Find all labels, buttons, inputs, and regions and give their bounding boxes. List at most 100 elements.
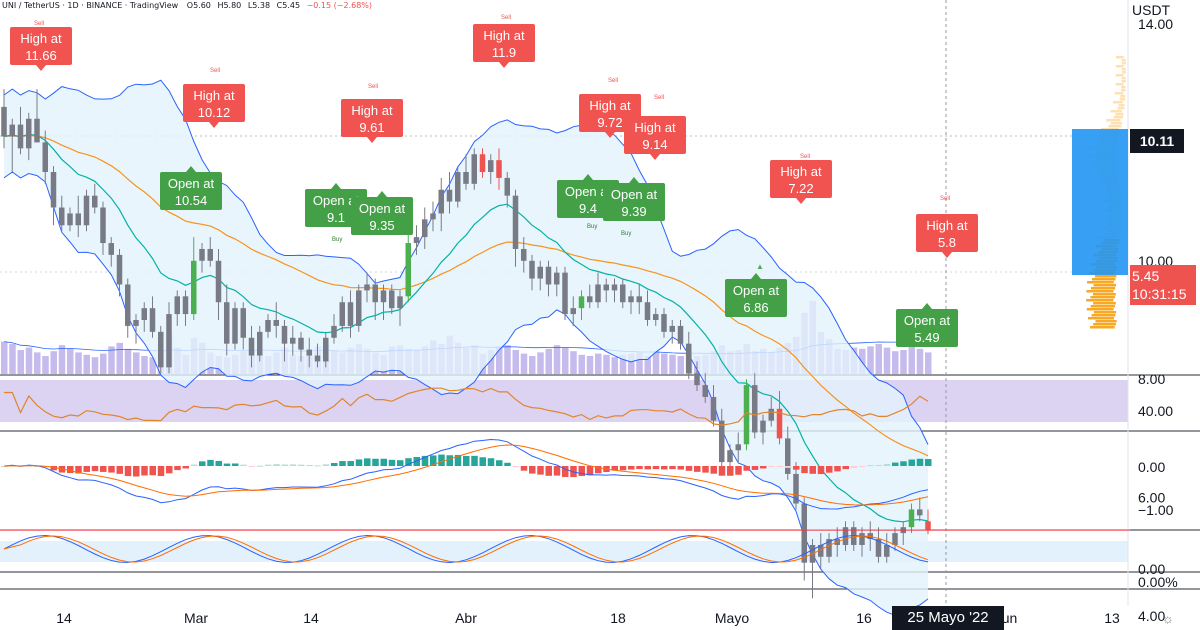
volume-bar: [1, 341, 8, 374]
volume-bar: [50, 351, 57, 374]
rsi-pane: [4, 387, 929, 426]
profile-bar-down: [1093, 293, 1116, 296]
candle-body: [727, 450, 733, 463]
symbol-exchange: BINANCE: [86, 1, 123, 10]
symbol-name: UNI / TetherUS: [2, 1, 60, 10]
stoch-tick-label: 0.00%: [1138, 574, 1178, 590]
volume-bar: [34, 352, 41, 374]
time-tick-label: Abr: [455, 610, 477, 626]
volume-bar: [496, 346, 503, 374]
time-tick-label: 16: [856, 610, 872, 626]
signal-label-pointer: [331, 183, 341, 189]
signal-label-value: 11.66: [25, 48, 57, 63]
profile-bar-down: [1093, 284, 1117, 287]
volume-bar: [900, 350, 907, 374]
macd-histogram-bar: [430, 455, 437, 466]
macd-histogram-bar: [504, 462, 511, 466]
macd-histogram-bar: [50, 466, 57, 471]
macd-histogram-bar: [669, 466, 676, 470]
buy-marker: Buy: [332, 237, 342, 243]
candle-body: [752, 385, 758, 433]
macd-histogram-bar: [859, 466, 866, 467]
volume-bar: [108, 346, 115, 374]
macd-histogram-bar: [190, 464, 198, 466]
ohlc-open: O5.60: [186, 1, 211, 10]
sell-marker: Sell: [368, 84, 378, 90]
macd-histogram-bar: [83, 466, 90, 472]
candle-body: [504, 177, 510, 196]
profile-bar-down: [1091, 314, 1116, 317]
candle-body: [356, 290, 362, 326]
candle-body: [141, 308, 147, 320]
profile-bar-down: [1091, 287, 1116, 290]
signal-label-title: High at: [20, 31, 62, 46]
macd-histogram-bar: [916, 458, 924, 466]
candle-body: [892, 533, 898, 545]
macd-tick-label: −1.00: [1138, 502, 1174, 518]
macd-histogram-bar: [182, 466, 189, 469]
signal-label-title: High at: [483, 28, 525, 43]
candle-body: [100, 207, 106, 244]
signal-label-value: 6.86: [743, 300, 768, 315]
macd-histogram-bar: [100, 466, 107, 472]
volume-bar: [100, 353, 107, 374]
candle-body: [554, 272, 560, 285]
profile-bar-down: [1094, 311, 1117, 314]
signal-label-box: [473, 24, 535, 62]
macd-histogram-bar: [215, 460, 222, 466]
settings-gear-icon[interactable]: ☼: [1162, 611, 1174, 626]
candle-body: [917, 509, 923, 516]
volume-bar: [58, 345, 66, 374]
up-arrow-marker: ▲: [756, 262, 764, 271]
sell-marker: Sell: [940, 196, 950, 202]
profile-bar-down: [1115, 113, 1124, 116]
volume-bar: [570, 351, 577, 374]
profile-bar-down: [1113, 101, 1123, 104]
candle-body: [372, 284, 378, 303]
macd-histogram-bar: [718, 466, 726, 476]
volume-bar: [578, 354, 585, 374]
sell-marker: Sell: [34, 21, 44, 27]
volume-bar: [867, 346, 874, 374]
time-tick-label: 14: [56, 610, 72, 626]
candle-body: [562, 272, 568, 315]
time-tick-label: Mar: [184, 610, 208, 626]
stoch-k-line: [3, 534, 929, 564]
signal-label-value: 5.8: [938, 235, 956, 250]
candle-body: [669, 325, 675, 332]
profile-bar-down: [1110, 122, 1122, 125]
candle-body: [479, 154, 486, 172]
volume-bar: [916, 348, 924, 374]
candle-body: [620, 284, 626, 303]
candle-body: [578, 296, 585, 309]
macd-histogram-bar: [644, 466, 651, 470]
time-axis[interactable]: 14 Mar 14 Abr 18 Mayo 16 Jun 13: [56, 610, 1120, 626]
candle-body: [339, 302, 345, 326]
sell-marker: Sell: [210, 68, 220, 74]
macd-histogram-bar: [652, 466, 660, 470]
macd-histogram-bar: [479, 457, 486, 466]
candle-body: [587, 296, 593, 303]
macd-histogram-bar: [281, 464, 288, 466]
symbol-title[interactable]: UNI / TetherUS · 1D · BINANCE · TradingV…: [2, 1, 179, 10]
volume-bar: [925, 352, 932, 374]
candle-body: [545, 266, 552, 285]
stoch-d-line: [3, 535, 929, 563]
signal-label-value: 9.4: [579, 201, 597, 216]
signal-label-title: Open at: [168, 176, 215, 191]
profile-bar-down: [1090, 305, 1115, 308]
macd-histogram-bar: [743, 466, 750, 471]
profile-bar-down: [1095, 320, 1117, 323]
volume-bar: [553, 345, 561, 374]
profile-bar-down: [1093, 302, 1116, 305]
volume-bar: [562, 347, 569, 374]
profile-bar-down: [1114, 92, 1124, 95]
macd-histogram-bar: [487, 458, 495, 466]
signal-label-value: 5.49: [914, 330, 939, 345]
macd-histogram-bar: [256, 465, 264, 467]
signal-label-title: Open at: [359, 201, 406, 216]
volume-bar: [520, 353, 528, 374]
buy-marker: Buy: [621, 231, 631, 237]
candle-body: [653, 314, 659, 320]
